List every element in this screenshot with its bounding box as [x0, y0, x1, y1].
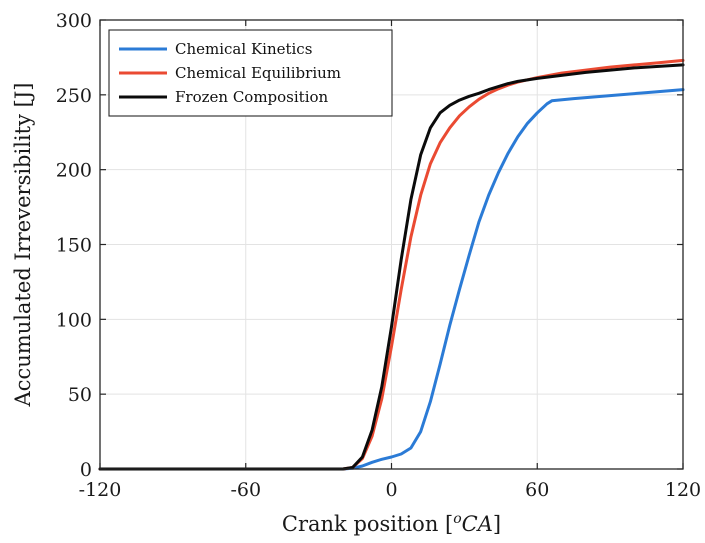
x-tick-label: 60	[525, 479, 549, 501]
x-tick-label: 0	[385, 479, 397, 501]
axis-ticks: -120 -60 0 60 120 0 50 100 150 200 250 300	[56, 10, 701, 501]
series-line-1	[98, 88, 685, 471]
x-axis-title-prefix: Crank position [	[282, 512, 453, 536]
y-tick-label: 200	[56, 160, 92, 182]
y-tick-label: 250	[56, 85, 92, 107]
legend-items: Chemical Kinetics Chemical Equilibrium Fro…	[119, 40, 341, 106]
y-axis-title: Accumulated Irreversibility [J]	[11, 83, 35, 408]
y-tick-label: 150	[56, 235, 92, 257]
legend: Chemical Kinetics Chemical Equilibrium Fro…	[108, 29, 393, 117]
legend-label: Chemical Equilibrium	[175, 64, 341, 82]
legend-label: Frozen Composition	[175, 88, 329, 106]
x-axis-title-unit: CA	[462, 512, 493, 536]
y-tick-label: 0	[80, 459, 92, 481]
y-tick-label: 50	[68, 384, 92, 406]
y-tick-label: 100	[56, 309, 92, 331]
x-tick-label: 120	[665, 479, 701, 501]
x-tick-label: -60	[230, 479, 261, 501]
y-tick-label: 300	[56, 10, 92, 32]
x-axis-title-superscript: o	[453, 511, 461, 527]
x-axis-title: Crank position [oCA]	[282, 511, 501, 536]
legend-label: Chemical Kinetics	[175, 40, 312, 58]
x-axis-title-suffix: ]	[493, 512, 501, 536]
series-group	[98, 58, 685, 471]
x-tick-label: -120	[79, 479, 122, 501]
series-line-3	[98, 63, 685, 471]
